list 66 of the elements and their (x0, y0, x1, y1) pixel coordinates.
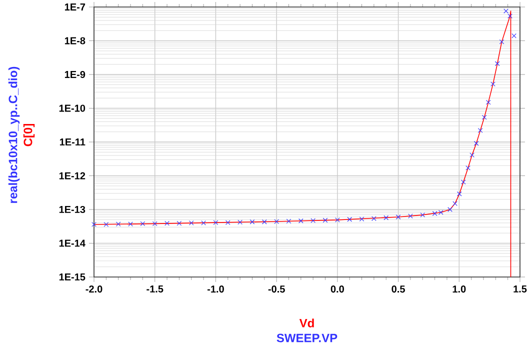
text: C[0] (23, 124, 35, 146)
point (470, 152, 474, 158)
x-tick-label: 1.0 (452, 286, 466, 293)
point (420, 212, 426, 218)
point (504, 8, 508, 14)
y-tick-label: 1E-10 (59, 104, 86, 112)
x-tick-label: -0.5 (268, 286, 285, 293)
point (322, 218, 328, 223)
point (140, 221, 146, 226)
x-tick-label: -1.5 (146, 286, 164, 292)
point (92, 222, 96, 227)
point (152, 221, 158, 226)
point (456, 191, 462, 196)
point (396, 214, 401, 220)
y-tick-label: 1E-7 (64, 4, 86, 10)
x-axis-title: Vd (299, 318, 314, 328)
point (262, 219, 267, 224)
point (298, 218, 304, 224)
point (116, 222, 121, 226)
point (274, 219, 279, 224)
line-series (94, 10, 512, 277)
point (452, 201, 458, 206)
point (466, 166, 470, 170)
x-tick-label: -1.0 (207, 286, 224, 293)
point (474, 140, 479, 146)
point (486, 100, 491, 105)
point (188, 220, 194, 226)
x-tick-label: 1.5 (514, 286, 527, 292)
point (164, 220, 170, 226)
point (238, 220, 242, 225)
x-tick-label: 0.5 (392, 286, 405, 293)
point (201, 220, 206, 226)
point (384, 215, 389, 220)
point (176, 220, 182, 226)
point (460, 180, 466, 184)
point (408, 214, 413, 218)
point (448, 207, 452, 212)
point (490, 82, 496, 87)
y-tick-label: 1E-12 (59, 172, 86, 180)
text: SWEEP.VP (276, 334, 338, 342)
y-tick-label: 1E-15 (59, 274, 86, 280)
point (512, 33, 516, 38)
point (347, 216, 352, 222)
y-tick-label: 1E-11 (60, 138, 86, 146)
point (250, 219, 255, 224)
point (104, 222, 109, 227)
y-tick-label: 1E-9 (64, 70, 86, 78)
point (128, 222, 133, 226)
point (286, 218, 292, 224)
x-tick-label: 0.0 (330, 286, 344, 293)
point (359, 216, 364, 222)
y-tick-label: 1E-8 (64, 37, 86, 44)
point (508, 14, 512, 18)
point (310, 218, 316, 223)
point (372, 216, 376, 221)
y-tick-label: 1E-14 (59, 240, 86, 247)
point (478, 128, 483, 133)
point (482, 114, 487, 120)
x-tick-label: -2.0 (86, 286, 102, 293)
point (494, 61, 500, 66)
point (335, 218, 340, 222)
text: real(bc10x10_yp..C_dio) (8, 66, 20, 203)
point (213, 220, 218, 225)
point (225, 220, 230, 225)
point (499, 39, 504, 44)
y-tick-label: 1E-13 (59, 206, 86, 214)
